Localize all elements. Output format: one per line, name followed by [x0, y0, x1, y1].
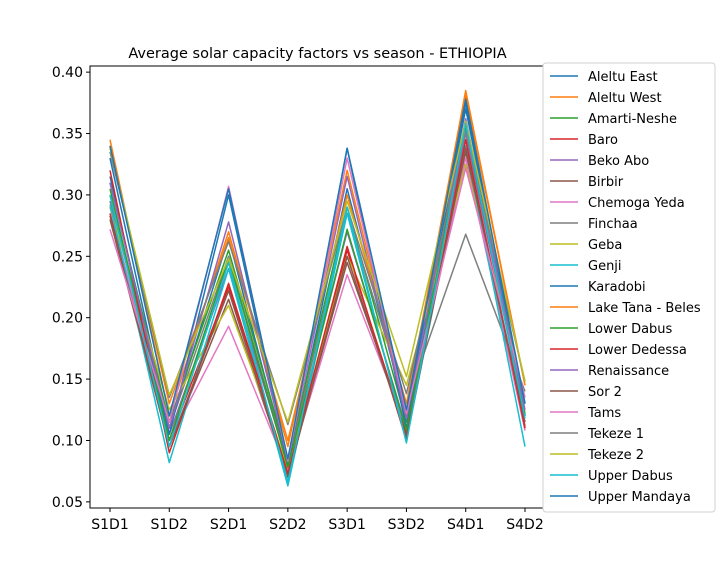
chart-title: Average solar capacity factors vs season…: [128, 46, 506, 62]
legend-label-17: Tekeze 1: [587, 427, 644, 442]
x-tick-label: S2D1: [210, 517, 247, 533]
x-tick-label: S3D1: [328, 517, 365, 533]
y-tick-label: 0.20: [52, 311, 83, 327]
legend-label-4: Beko Abo: [588, 154, 649, 169]
x-tick-label: S4D2: [506, 517, 543, 533]
legend-label-20: Upper Mandaya: [588, 490, 691, 505]
series-line-18: [109, 120, 526, 423]
x-tick-label: S1D2: [151, 517, 188, 533]
y-tick-label: 0.40: [52, 65, 83, 81]
legend-label-16: Tams: [587, 406, 621, 421]
legend-label-18: Tekeze 2: [587, 448, 644, 463]
series-line-7: [109, 200, 526, 466]
legend-label-9: Genji: [588, 259, 622, 274]
legend-label-2: Amarti-Neshe: [588, 112, 677, 127]
legend-label-5: Birbir: [588, 175, 624, 190]
legend-label-13: Lower Dedessa: [588, 343, 687, 358]
y-tick-label: 0.30: [52, 188, 83, 204]
x-tick-label: S4D1: [447, 517, 484, 533]
legend-label-0: Aleltu East: [588, 70, 658, 85]
plot-frame: [89, 65, 546, 509]
legend-label-1: Aleltu West: [588, 91, 662, 106]
legend-box: [542, 62, 716, 513]
x-tick-label: S2D2: [269, 517, 306, 533]
series-lines: [109, 89, 526, 487]
y-tick-label: 0.35: [52, 127, 83, 143]
legend-label-8: Geba: [588, 238, 622, 253]
x-tick-label: S3D2: [388, 517, 425, 533]
y-tick-label: 0.10: [52, 433, 83, 449]
legend-label-7: Finchaa: [588, 217, 638, 232]
axes: S1D1 S1D2 S2D1 S2D2 S3D1 S3D2 S4D1 S4D2 0.05 0.10…: [52, 65, 546, 533]
legend-label-10: Karadobi: [588, 280, 646, 295]
series-line-19: [109, 122, 526, 483]
y-tick-label: 0.25: [52, 249, 83, 265]
legend-label-15: Sor 2: [588, 385, 622, 400]
legend-label-19: Upper Dabus: [588, 469, 673, 484]
legend-label-6: Chemoga Yeda: [588, 196, 685, 211]
legend-label-12: Lower Dabus: [588, 322, 673, 337]
legend-label-11: Lake Tana - Beles: [588, 301, 701, 316]
series-line-15: [109, 147, 526, 479]
legend-label-14: Renaissance: [588, 364, 669, 379]
legend-label-3: Baro: [588, 133, 618, 148]
series-line-20: [109, 98, 526, 460]
y-tick-label: 0.15: [52, 372, 83, 388]
x-tick-label: S1D1: [91, 517, 128, 533]
y-tick-label: 0.05: [52, 495, 83, 511]
legend: Aleltu East Aleltu West Amarti-Neshe Baro Be…: [542, 62, 716, 513]
series-line-13: [109, 138, 526, 475]
